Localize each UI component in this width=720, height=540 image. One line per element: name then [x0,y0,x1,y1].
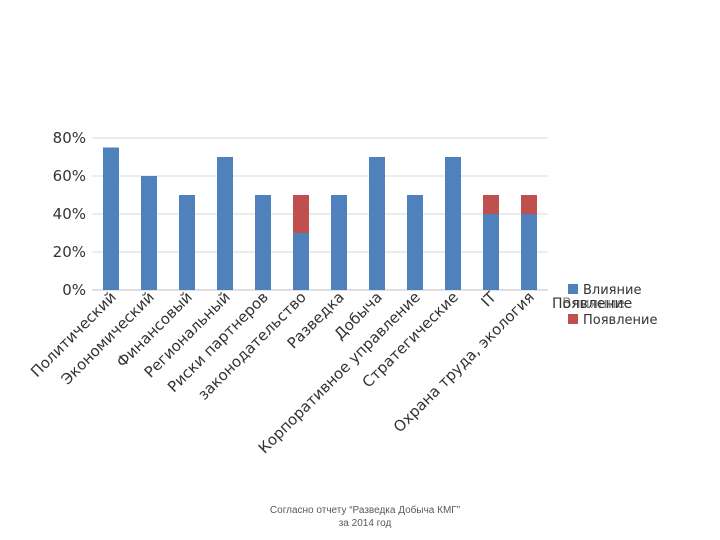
legend-label-poyavlenie: Появление [583,313,657,328]
bar-vliyanie [445,157,461,290]
bar-vliyanie [483,214,499,290]
footnote-line2: за 2014 год [338,518,392,529]
bar-vliyanie [369,157,385,290]
bar-vliyanie [255,195,271,290]
y-axis-ticks: 0% 20% 40% 60% 80% [53,129,86,299]
category-labels: ПолитическийЭкономическийФинансовыйРегио… [27,288,538,458]
bar-poyavlenie [483,195,499,214]
y-tick-label: 20% [53,243,86,261]
gridlines [92,137,548,291]
bar-vliyanie [521,214,537,290]
bar-poyavlenie [293,195,309,233]
y-tick-label: 80% [53,129,86,147]
bar-vliyanie [407,195,423,290]
legend-swatch-poyavlenie [568,314,578,324]
category-label: IT [477,288,500,311]
legend: Влияние Появление Влияние Появление [552,283,657,328]
y-tick-label: 40% [53,205,86,223]
footnote-line1: Согласно отчету “Разведка Добыча КМГ” [269,505,461,516]
bar-vliyanie [103,147,119,290]
bar-vliyanie [217,157,233,290]
legend-label-vliyanie: Влияние [583,283,641,298]
legend-label-overlap: Появление [552,296,632,312]
y-tick-label: 60% [53,167,86,185]
bar-vliyanie [179,195,195,290]
bar-poyavlenie [521,195,537,214]
bar-vliyanie [293,233,309,290]
y-tick-label: 0% [62,281,86,299]
footnote: Согласно отчету “Разведка Добыча КМГ” за… [210,504,520,530]
bar-vliyanie [331,195,347,290]
bars [103,147,537,290]
legend-label-overlap-shadow: Влияние [562,296,625,312]
bar-vliyanie [141,176,157,290]
legend-swatch-vliyanie [568,284,578,294]
